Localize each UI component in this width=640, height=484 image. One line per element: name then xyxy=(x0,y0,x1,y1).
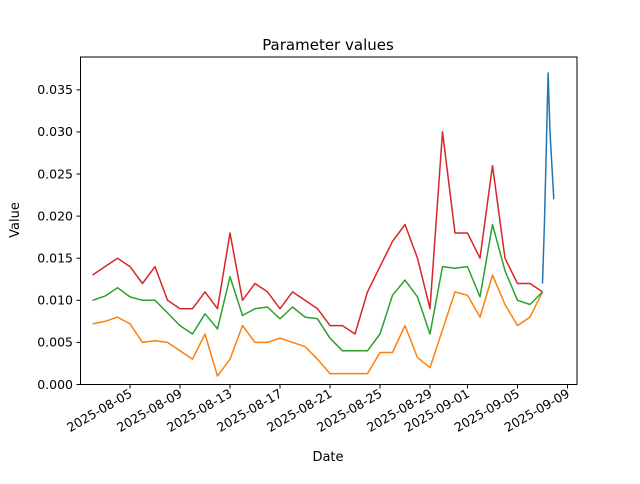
series-line-param-red xyxy=(92,131,543,335)
y-tick-label: 0.005 xyxy=(37,335,73,350)
series-line-param-green xyxy=(92,223,544,352)
y-tick-label: 0.000 xyxy=(37,377,73,392)
y-tick-label: 0.020 xyxy=(37,208,73,223)
x-axis-label: Date xyxy=(312,450,343,465)
y-tick-label: 0.030 xyxy=(37,124,73,139)
series-lines xyxy=(92,72,555,377)
y-tick-label: 0.015 xyxy=(37,251,73,266)
y-tick-label: 0.025 xyxy=(37,166,73,181)
y-axis-label: Value xyxy=(8,202,23,238)
plot-border xyxy=(80,56,578,385)
series-line-param-blue xyxy=(541,72,555,284)
y-tick-label: 0.035 xyxy=(37,82,73,97)
chart-title: Parameter values xyxy=(262,36,394,54)
y-tick-label: 0.010 xyxy=(37,293,73,308)
series-line-param-orange xyxy=(92,274,544,377)
